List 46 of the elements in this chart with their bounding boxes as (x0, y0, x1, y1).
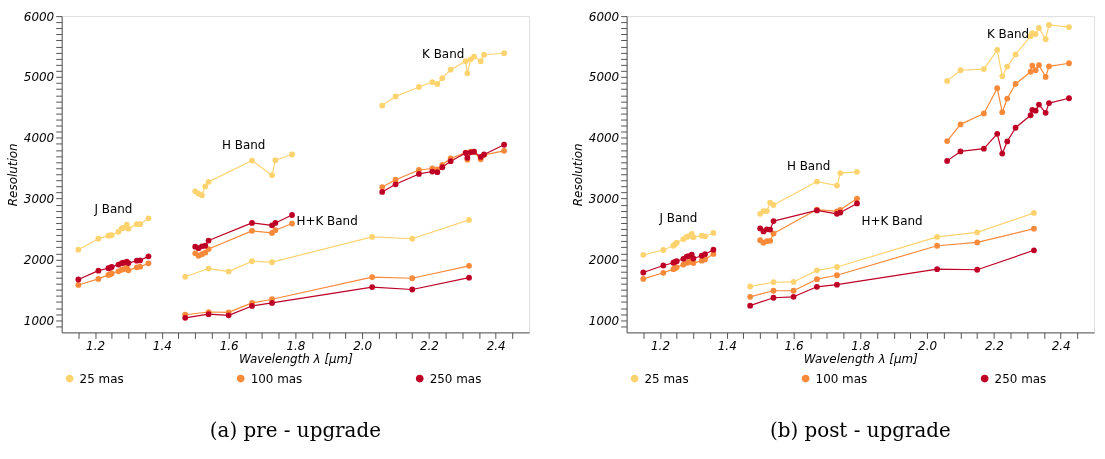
y-tick-label: 1000 (588, 313, 620, 328)
annotation: H+K Band (861, 213, 923, 228)
x-tick-label: 2.2 (984, 338, 1004, 353)
x-tick-label: 1.4 (717, 338, 737, 353)
annotation: H+K Band (296, 213, 358, 228)
x-tick-label: 2.2 (419, 338, 439, 353)
y-tick-label: 5000 (23, 70, 55, 85)
legend-label: 100 mas (250, 371, 303, 386)
legend-label: 100 mas (815, 371, 868, 386)
y-tick-label: 5000 (588, 70, 620, 85)
y-tick-label: 6000 (588, 9, 620, 24)
y-tick-label: 1000 (23, 313, 55, 328)
annotation: J Band (658, 210, 698, 225)
y-tick-label: 2000 (588, 252, 620, 267)
y-axis-title: Resolution (570, 143, 585, 207)
y-tick-label: 6000 (23, 9, 55, 24)
x-tick-label: 2.0 (918, 338, 938, 353)
x-tick-label: 1.2 (651, 338, 670, 353)
annotation: H Band (221, 137, 266, 152)
x-tick-label: 2.4 (486, 338, 506, 353)
x-tick-label: 2.4 (1051, 338, 1071, 353)
text: (a) pre - upgrade (209, 418, 381, 442)
y-axis-title: Resolution (5, 143, 20, 207)
x-tick-label: 1.4 (152, 338, 172, 353)
y-tick-label: 4000 (588, 131, 620, 146)
legend-label: 25 mas (644, 371, 689, 386)
x-axis-title: Wavelength λ [μm] (803, 351, 919, 366)
annotation: H Band (786, 158, 831, 173)
x-tick-label: 1.6 (784, 338, 804, 353)
annotation: K Band (422, 46, 465, 61)
x-tick-label: 1.8 (851, 338, 871, 353)
y-tick-label: 2000 (23, 252, 55, 267)
text: (b) post - upgrade (769, 418, 951, 442)
y-tick-label: 3000 (588, 192, 620, 207)
x-tick-label: 1.6 (219, 338, 239, 353)
x-axis-title: Wavelength λ [μm] (238, 351, 354, 366)
x-tick-label: 1.8 (286, 338, 306, 353)
legend-label: 25 mas (79, 371, 124, 386)
annotation: K Band (986, 26, 1030, 41)
legend-label: 250 mas (994, 371, 1047, 386)
y-tick-label: 3000 (23, 192, 55, 207)
annotation: J Band (93, 201, 133, 216)
x-tick-label: 1.2 (86, 338, 106, 353)
x-tick-label: 2.0 (353, 338, 373, 353)
y-tick-label: 4000 (23, 131, 55, 146)
legend-label: 250 mas (429, 371, 482, 386)
